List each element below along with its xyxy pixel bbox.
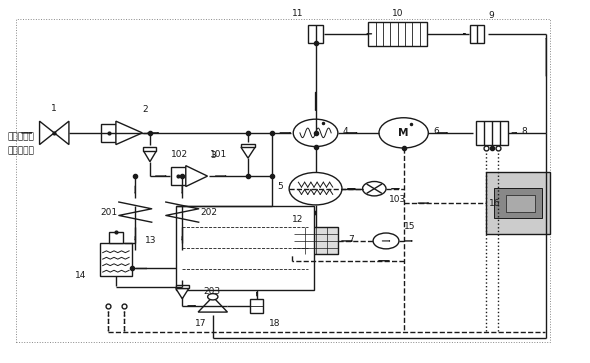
Text: 202: 202 — [200, 208, 217, 217]
Bar — [171, 167, 186, 185]
Circle shape — [293, 119, 338, 147]
Text: 2: 2 — [142, 105, 148, 114]
Text: 201: 201 — [100, 208, 117, 217]
Text: 11: 11 — [292, 9, 304, 19]
Bar — [470, 25, 484, 43]
Text: 18: 18 — [268, 319, 280, 328]
Bar — [494, 188, 542, 219]
Bar — [506, 195, 535, 212]
Bar — [308, 25, 323, 43]
Text: 16: 16 — [489, 199, 500, 208]
Text: 203: 203 — [203, 287, 220, 297]
Bar — [101, 124, 116, 142]
Bar — [250, 299, 263, 313]
Text: 101: 101 — [210, 150, 227, 159]
Bar — [100, 243, 132, 276]
Text: 3: 3 — [210, 151, 216, 160]
Circle shape — [379, 118, 428, 148]
Polygon shape — [241, 147, 255, 158]
Text: 15: 15 — [404, 222, 415, 231]
Text: 1: 1 — [51, 104, 57, 113]
Bar — [294, 228, 337, 254]
Text: 4: 4 — [342, 127, 348, 135]
Polygon shape — [176, 289, 189, 299]
Text: 9: 9 — [489, 11, 494, 20]
Text: M: M — [398, 128, 409, 138]
Bar — [368, 22, 427, 45]
Bar — [176, 285, 189, 289]
Text: 17: 17 — [195, 319, 206, 328]
Polygon shape — [143, 151, 156, 162]
Text: 10: 10 — [392, 9, 404, 19]
Polygon shape — [116, 121, 142, 144]
Text: 发动机引气: 发动机引气 — [7, 132, 34, 141]
Bar — [16, 19, 550, 342]
Text: 13: 13 — [145, 236, 157, 245]
Text: 6: 6 — [433, 127, 439, 135]
Polygon shape — [40, 121, 54, 144]
Text: 8: 8 — [521, 127, 527, 135]
Circle shape — [289, 172, 342, 205]
Circle shape — [208, 294, 218, 300]
Polygon shape — [198, 297, 228, 312]
Bar — [109, 232, 123, 243]
Bar — [486, 172, 550, 234]
Polygon shape — [54, 121, 69, 144]
Bar — [476, 121, 508, 144]
Circle shape — [362, 182, 386, 196]
Text: 12: 12 — [292, 215, 304, 224]
Text: 或环控引气: 或环控引气 — [7, 146, 34, 155]
Bar — [143, 147, 156, 151]
Text: 5: 5 — [277, 182, 283, 191]
Polygon shape — [186, 166, 208, 187]
Text: 103: 103 — [389, 195, 407, 204]
Text: 7: 7 — [348, 234, 353, 244]
Bar — [241, 144, 255, 147]
Text: 14: 14 — [75, 271, 86, 280]
Circle shape — [373, 233, 399, 249]
Bar — [176, 206, 314, 290]
Text: 102: 102 — [171, 150, 188, 159]
